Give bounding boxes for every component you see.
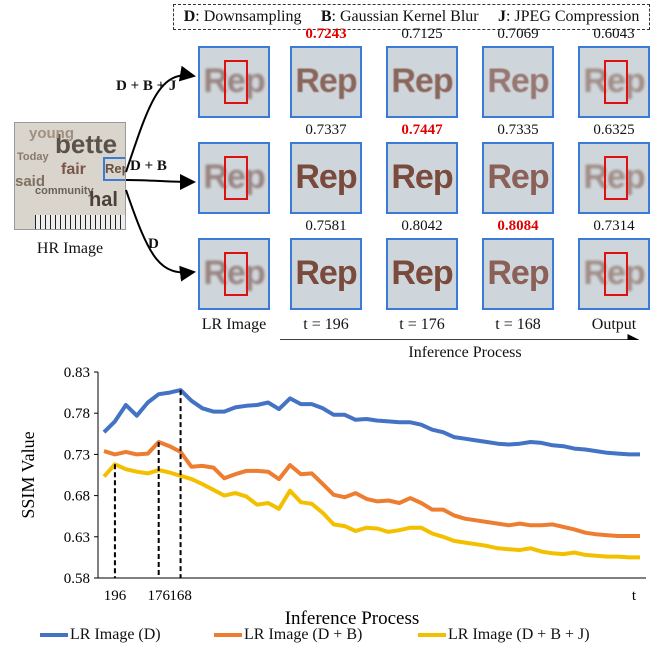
ssim-score: 0.7335 <box>497 122 539 138</box>
patch-word: Rep <box>203 158 265 196</box>
x-tick-label: 176 <box>147 588 170 604</box>
patch-word: Rep <box>391 158 453 196</box>
x-tick-label: 168 <box>169 588 192 604</box>
x-tick-label: 196 <box>104 588 127 604</box>
red-roi-box <box>604 156 628 200</box>
red-roi-box <box>604 252 628 296</box>
ssim-score: 0.7243 <box>305 26 347 42</box>
ssim-score: 0.7314 <box>593 218 635 234</box>
hr-word: young <box>29 125 74 142</box>
arrow-dbj <box>125 65 196 173</box>
series-legend-d: LR Image (D) <box>40 626 161 644</box>
legend-swatch-d <box>40 633 68 637</box>
series-legend-dbj: LR Image (D + B + J) <box>418 626 590 644</box>
legend-swatch-db <box>214 633 242 637</box>
hr-image-label: HR Image <box>36 240 104 257</box>
y-tick-label: 0.78 <box>64 406 90 422</box>
legend-jpeg: J: JPEG Compression <box>497 8 640 25</box>
ssim-score: 0.6325 <box>593 122 635 138</box>
hr-word: said <box>15 173 46 190</box>
arrow-d <box>125 189 196 282</box>
legend-downsampling: D: Downsampling <box>183 8 302 25</box>
red-roi-box <box>224 60 248 104</box>
patch-tile: Rep <box>198 142 270 214</box>
ssim-score: 0.6043 <box>593 26 635 42</box>
row-label-db: D + B <box>130 158 167 174</box>
process-label: Inference Process <box>408 344 522 361</box>
arrow-db <box>125 173 196 190</box>
degradation-legend: D: Downsampling B: Gaussian Kernel Blur … <box>173 4 650 30</box>
red-roi-box <box>604 60 628 104</box>
patch-tile: Rep <box>578 46 650 118</box>
hr-image: bette fair Rep young community Today sai… <box>14 122 126 230</box>
series-line-1 <box>103 440 640 538</box>
y-tick-label: 0.73 <box>64 447 90 463</box>
patch-tile: Rep <box>290 142 362 214</box>
x-tick-label: t <box>632 588 637 604</box>
x-axis-label: Inference Process <box>285 608 420 626</box>
ssim-score: 0.7337 <box>305 122 347 138</box>
row-label-dbj: D + B + J <box>116 78 177 94</box>
hr-word: hal <box>89 189 118 211</box>
ssim-score: 0.7447 <box>401 122 443 138</box>
col-label-t168: t = 168 <box>495 316 541 333</box>
patch-word: Rep <box>295 254 357 292</box>
patch-tile: Rep <box>386 142 458 214</box>
patch-word: Rep <box>391 62 453 100</box>
patch-word: Rep <box>295 62 357 100</box>
patch-tile: Rep <box>290 46 362 118</box>
hr-word: Today <box>17 151 49 163</box>
patch-tile: Rep <box>482 46 554 118</box>
hr-roi-box <box>103 157 125 181</box>
branch-arrows <box>125 65 640 340</box>
patch-word: Rep <box>295 158 357 196</box>
patch-tile: Rep <box>198 46 270 118</box>
hr-word: bette <box>55 129 118 159</box>
y-tick-label: 0.63 <box>64 530 90 546</box>
legend-swatch-dbj <box>418 633 446 637</box>
y-tick-label: 0.58 <box>64 571 90 587</box>
ssim-score: 0.7125 <box>401 26 443 42</box>
ssim-score: 0.8084 <box>497 218 539 234</box>
red-roi-box <box>224 252 248 296</box>
patch-word: Rep <box>583 62 645 100</box>
col-label-output: Output <box>591 316 637 333</box>
patch-tile: Rep <box>386 46 458 118</box>
patch-tile: Rep <box>386 238 458 310</box>
ssim-score: 0.7581 <box>305 218 347 234</box>
hr-word: community <box>35 185 94 197</box>
patch-word: Rep <box>487 62 549 100</box>
patch-tile: Rep <box>482 142 554 214</box>
hr-word: fair <box>61 161 86 178</box>
y-tick-label: 0.83 <box>64 365 90 381</box>
col-label-t196: t = 196 <box>303 316 349 333</box>
series-legend-db: LR Image (D + B) <box>214 626 362 644</box>
patch-word: Rep <box>203 254 265 292</box>
row-label-d: D <box>148 236 159 252</box>
col-label-lr: LR Image <box>201 316 267 333</box>
hr-word: Rep <box>105 161 125 176</box>
patch-tile: Rep <box>578 142 650 214</box>
col-label-t176: t = 176 <box>399 316 445 333</box>
y-axis-label: SSIM Value <box>18 431 38 518</box>
ruler <box>35 215 125 229</box>
ssim-chart: 0.83 0.78 0.73 0.68 0.63 0.58 SSIM Value 196 176… <box>18 365 646 626</box>
patch-tile: Rep <box>482 238 554 310</box>
patch-tile: Rep <box>578 238 650 310</box>
patch-word: Rep <box>487 254 549 292</box>
ssim-score: 0.8042 <box>401 218 443 234</box>
series-line-2 <box>102 462 640 560</box>
patch-word: Rep <box>487 158 549 196</box>
patch-word: Rep <box>583 158 645 196</box>
series-line-0 <box>102 388 640 457</box>
patch-word: Rep <box>391 254 453 292</box>
y-tick-label: 0.68 <box>64 489 90 505</box>
patch-word: Rep <box>583 254 645 292</box>
red-roi-box <box>224 156 248 200</box>
patch-word: Rep <box>203 62 265 100</box>
legend-blur: B: Gaussian Kernel Blur <box>320 8 479 25</box>
patch-tile: Rep <box>198 238 270 310</box>
ssim-score: 0.7069 <box>497 26 539 42</box>
patch-tile: Rep <box>290 238 362 310</box>
